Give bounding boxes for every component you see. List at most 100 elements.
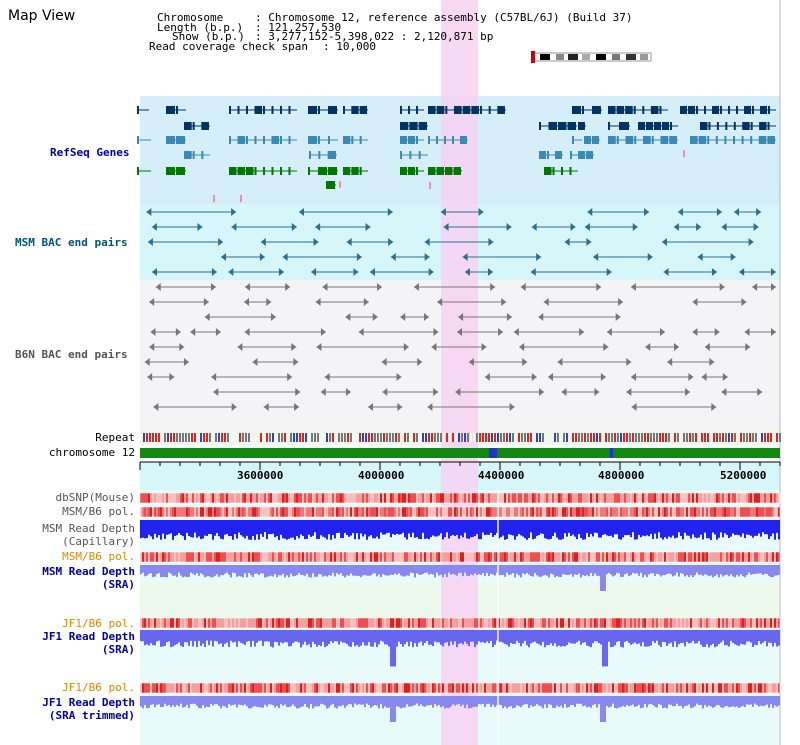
track-label-refseq[interactable]: RefSeq Genes — [50, 146, 130, 159]
track-label-msm-b6-pol-2[interactable]: MSM/B6 pol. — [62, 550, 135, 563]
jf1-depth-trimmed-bar — [192, 696, 194, 704]
dbsnp-heat — [350, 493, 352, 503]
msm-b6-pol-heat-2 — [344, 552, 346, 562]
msm-depth-sra-bar — [506, 565, 508, 573]
b6n-bac-pair-end-right-7-0 — [295, 388, 301, 396]
jf1-depth-sra-bar — [242, 630, 244, 644]
b6n-bac-pair-end-left-5-1 — [252, 358, 258, 366]
dbsnp-heat — [274, 493, 276, 503]
track-label-msm-depth-sra-1[interactable]: MSM Read Depth — [42, 565, 135, 578]
msm-b6-pol-heat-2 — [184, 552, 186, 562]
msm-bac-pair-end-left-3-2 — [390, 253, 396, 261]
track-label-jf1-depth-trimmed-1[interactable]: JF1 Read Depth — [42, 696, 135, 709]
jf1-b6-pol-heat-1 — [612, 618, 614, 628]
track-label-b6n-bac[interactable]: B6N BAC end pairs — [15, 348, 128, 361]
msm-b6-pol-heat-1 — [394, 507, 396, 517]
jf1-depth-trimmed-bar — [518, 696, 520, 707]
jf1-b6-pol-heat-2 — [506, 683, 508, 693]
jf1-b6-pol-heat-1 — [628, 618, 630, 628]
dbsnp-heat — [616, 493, 618, 503]
msm-depth-sra-bar — [282, 565, 284, 574]
gene-exon-0-1-0 — [166, 106, 175, 114]
b6n-bac-pair-end-left-4-4 — [519, 343, 525, 351]
dbsnp-heat — [608, 493, 610, 503]
jf1-b6-pol-heat-1 — [586, 618, 588, 628]
msm-depth-sra-bar — [156, 565, 158, 574]
msm-b6-pol-heat-1 — [152, 507, 154, 517]
jf1-depth-trimmed-bar — [216, 696, 218, 705]
msm-depth-sra-bar — [436, 565, 438, 573]
jf1-b6-pol-heat-1 — [724, 618, 726, 628]
jf1-depth-trimmed-bar — [462, 696, 464, 705]
msm-depth-capillary-bar — [520, 520, 522, 536]
msm-b6-pol-heat-1 — [454, 507, 456, 517]
jf1-b6-pol-heat-1 — [492, 618, 494, 628]
msm-depth-sra-bar — [310, 565, 312, 578]
track-label-msm-depth-capillary-1[interactable]: MSM Read Depth — [42, 522, 135, 535]
msm-depth-sra-bar — [736, 565, 738, 575]
track-label-chromosome[interactable]: chromosome 12 — [48, 446, 135, 459]
repeat-mark — [194, 433, 196, 442]
msm-depth-sra-bar — [144, 565, 146, 577]
jf1-depth-trimmed-bar — [532, 696, 534, 707]
track-label-dbsnp[interactable]: dbSNP(Mouse) — [55, 491, 135, 504]
msm-b6-pol-heat-2 — [512, 552, 514, 562]
msm-bac-pair-end-left-4-7 — [739, 268, 745, 276]
gene-exon-3-1-0 — [309, 151, 311, 159]
jf1-b6-pol-heat-2 — [738, 683, 740, 693]
msm-b6-pol-heat-2 — [374, 552, 376, 562]
jf1-depth-trimmed-bar — [406, 696, 408, 705]
msm-depth-capillary-bar — [494, 520, 496, 536]
jf1-depth-sra-bar — [478, 630, 480, 642]
jf1-b6-pol-heat-1 — [144, 618, 146, 628]
dbsnp-heat — [678, 493, 680, 503]
jf1-b6-pol-heat-2 — [750, 683, 752, 693]
msm-b6-pol-heat-1 — [248, 507, 250, 517]
msm-b6-pol-heat-2 — [688, 552, 690, 562]
jf1-depth-sra-bar — [588, 630, 590, 647]
gene-exon-3-1-1 — [318, 151, 321, 159]
jf1-b6-pol-heat-2 — [596, 683, 598, 693]
b6n-bac-pair-end-left-6-3 — [484, 373, 490, 381]
msm-depth-sra-bar — [458, 565, 460, 573]
msm-b6-pol-heat-1 — [482, 507, 484, 517]
track-label-msm-b6-pol-1[interactable]: MSM/B6 pol. — [62, 505, 135, 518]
jf1-b6-pol-heat-1 — [298, 618, 300, 628]
msm-b6-pol-heat-1 — [730, 507, 732, 517]
repeat-mark — [674, 433, 676, 442]
jf1-depth-sra-bar — [706, 630, 708, 645]
msm-depth-sra-bar — [364, 565, 366, 575]
repeat-mark — [602, 433, 604, 442]
jf1-depth-trimmed-bar — [750, 696, 752, 705]
jf1-b6-pol-heat-2 — [380, 683, 382, 693]
jf1-b6-pol-heat-2 — [236, 683, 238, 693]
track-label-jf1-depth-sra-1[interactable]: JF1 Read Depth — [42, 630, 135, 643]
dbsnp-heat — [560, 493, 562, 503]
track-label-repeat[interactable]: Repeat — [95, 431, 135, 444]
dbsnp-heat — [268, 493, 270, 503]
msm-b6-pol-heat-1 — [744, 507, 746, 517]
gene-exon-1-2-0 — [539, 122, 541, 130]
track-label-jf1-b6-pol-1[interactable]: JF1/B6 pol. — [62, 617, 135, 630]
msm-bac-pair-end-left-1-6 — [673, 223, 679, 231]
repeat-mark — [698, 433, 700, 442]
jf1-depth-sra-bar — [166, 630, 168, 643]
jf1-depth-sra-bar — [280, 630, 282, 643]
repeat-mark — [311, 433, 313, 442]
b6n-bac-pair-end-right-2-2 — [423, 313, 429, 321]
track-label-jf1-b6-pol-2[interactable]: JF1/B6 pol. — [62, 681, 135, 694]
gene-exon-4-2-0 — [229, 167, 237, 175]
track-label-msm-bac[interactable]: MSM BAC end pairs — [15, 236, 128, 249]
jf1-b6-pol-heat-1 — [658, 618, 660, 628]
msm-b6-pol-heat-2 — [428, 552, 430, 562]
dbsnp-heat — [738, 493, 740, 503]
gene-exon-3-2-0 — [400, 151, 402, 159]
jf1-b6-pol-heat-1 — [202, 618, 204, 628]
msm-depth-capillary-bar — [768, 520, 770, 540]
gene-exon-0-9-10 — [760, 106, 767, 114]
b6n-bac-pair-end-left-0-2 — [322, 283, 328, 291]
gene-exon-2-4-1 — [351, 136, 354, 144]
jf1-depth-sra-bar — [758, 630, 760, 642]
jf1-depth-sra-bar — [550, 630, 552, 644]
